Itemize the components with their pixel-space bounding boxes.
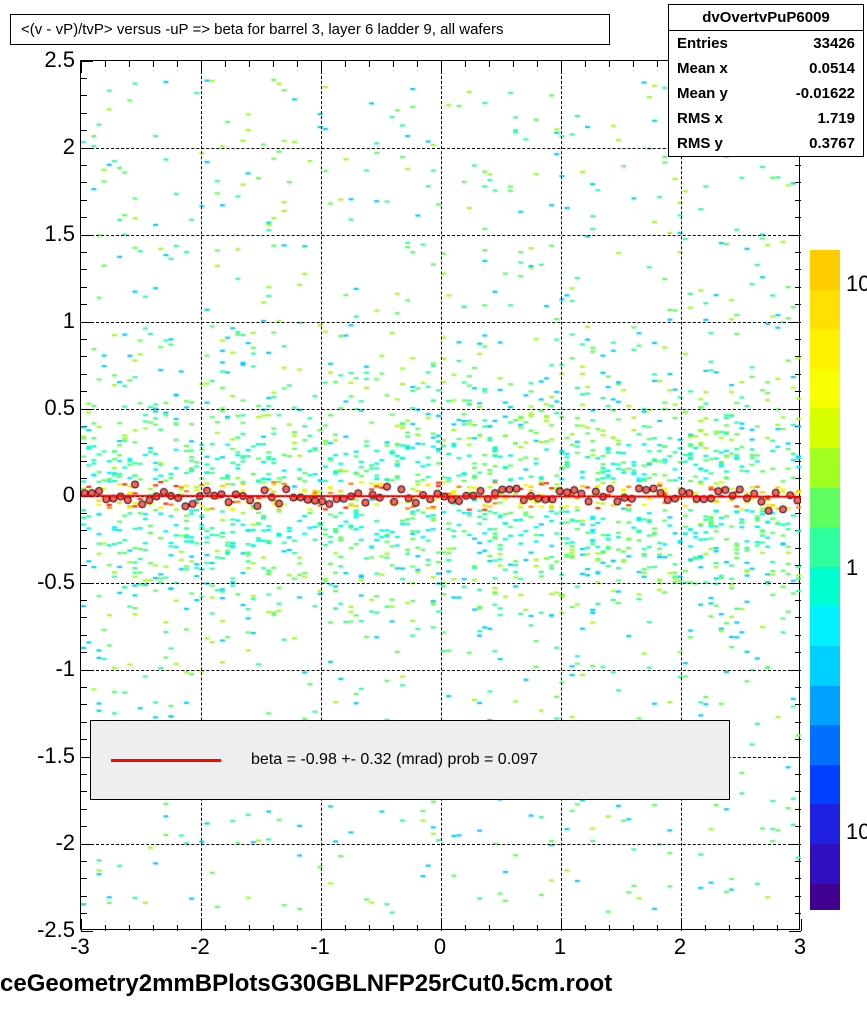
stats-val: 33426 [813,35,855,52]
colorbar [810,250,840,910]
colorbar-segment [810,725,840,765]
stats-key: Mean y [677,85,728,102]
colorbar-segment [810,448,840,488]
stats-key: RMS x [677,110,723,127]
stats-val: 0.3767 [809,135,855,152]
colorbar-segment [810,804,840,844]
colorbar-segment [810,606,840,646]
stats-val: 0.0514 [809,60,855,77]
stats-key: Mean x [677,60,728,77]
y-tick-label: -2 [15,830,75,856]
colorbar-segment [810,884,840,910]
y-tick-label: 2.5 [15,47,75,73]
x-tick-label: -2 [190,934,210,960]
fit-legend-line [111,759,221,762]
colorbar-segment [810,488,840,528]
stats-box: dvOvertvPuP6009 Entries 33426 Mean x 0.0514… [668,4,864,157]
colorbar-label: 1 [846,555,858,581]
y-tick-label: -0.5 [15,569,75,595]
colorbar-segment [810,290,840,330]
colorbar-segment [810,250,840,290]
y-tick-label: 0 [15,482,75,508]
x-tick-label: 1 [554,934,566,960]
plot-title: <(v - vP)/tvP> versus -uP => beta for ba… [21,21,503,38]
stats-histogram-name: dvOvertvPuP6009 [669,5,863,31]
colorbar-segment [810,408,840,448]
stats-val: 1.719 [817,110,855,127]
colorbar-label: 10 [846,271,867,297]
stats-row: RMS x 1.719 [669,106,863,131]
y-tick-label: 0.5 [15,395,75,421]
colorbar-segment [810,765,840,805]
fit-legend-box: beta = -0.98 +- 0.32 (mrad) prob = 0.097 [90,720,730,800]
stats-key: RMS y [677,135,723,152]
colorbar-segment [810,369,840,409]
fit-line-canvas [81,61,801,931]
y-tick-label: -1 [15,656,75,682]
stats-row: Mean x 0.0514 [669,56,863,81]
y-tick-label: 1.5 [15,221,75,247]
plot-title-box: <(v - vP)/tvP> versus -uP => beta for ba… [10,14,610,45]
colorbar-segment [810,527,840,567]
x-tick-label: 2 [674,934,686,960]
fit-legend-text: beta = -0.98 +- 0.32 (mrad) prob = 0.097 [251,751,538,769]
colorbar-label: 10 [846,819,867,845]
y-tick-label: -2.5 [15,917,75,943]
colorbar-segment [810,646,840,686]
y-tick-label: 1 [15,308,75,334]
stats-row: Mean y -0.01622 [669,81,863,106]
y-tick-label: -1.5 [15,743,75,769]
stats-key: Entries [677,35,728,52]
y-tick-label: 2 [15,134,75,160]
source-filename: ceGeometry2mmBPlotsG30GBLNFP25rCut0.5cm.… [0,970,612,998]
colorbar-segment [810,686,840,726]
colorbar-segment [810,329,840,369]
colorbar-segment [810,567,840,607]
stats-val: -0.01622 [796,85,855,102]
x-tick-label: 0 [434,934,446,960]
x-tick-label: 3 [794,934,806,960]
x-tick-label: -1 [310,934,330,960]
colorbar-segment [810,844,840,884]
stats-row: Entries 33426 [669,31,863,56]
stats-row: RMS y 0.3767 [669,131,863,156]
